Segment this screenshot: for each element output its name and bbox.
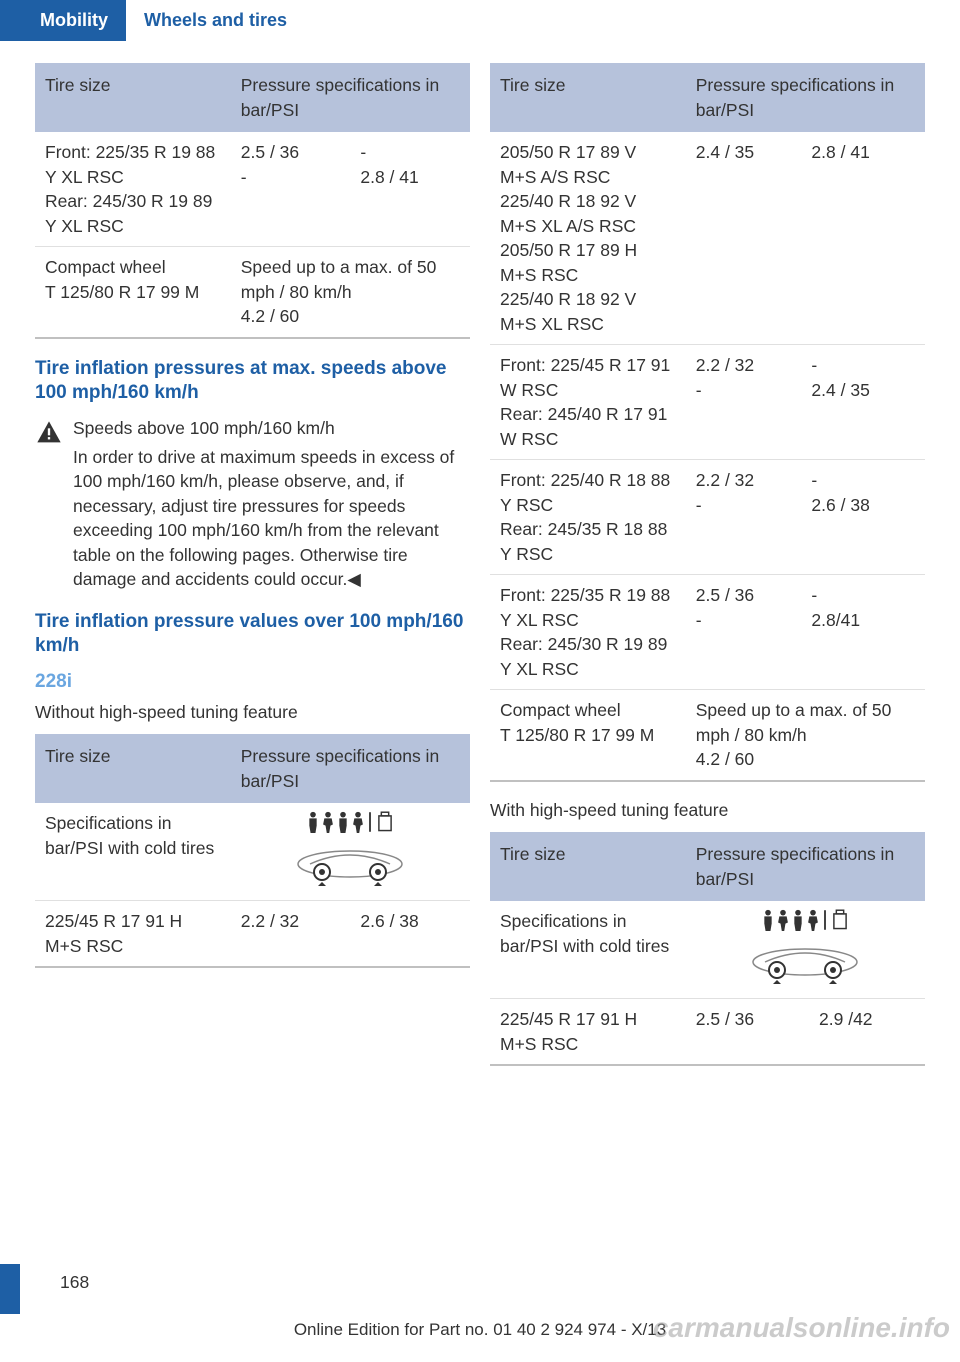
footer-text: Online Edition for Part no. 01 40 2 924 … <box>0 1318 960 1342</box>
page-number: 168 <box>60 1270 89 1295</box>
tab-wheels: Wheels and tires <box>126 0 305 41</box>
tab-mobility: Mobility <box>0 0 126 41</box>
td-size: Compact wheel T 125/80 R 17 99 M <box>35 247 231 338</box>
td-icon <box>231 803 470 901</box>
car-icon <box>692 942 919 991</box>
th-tire-size: Tire size <box>35 734 231 803</box>
td-p1: 2.4 / 35 <box>686 132 802 345</box>
td-p2: - 2.6 / 38 <box>801 460 925 575</box>
td-p2: 2.8 / 41 <box>801 132 925 345</box>
right-table-1: Tire size Pressure specifications in bar… <box>490 63 925 782</box>
td-p1: 2.2 / 32 <box>231 901 351 968</box>
with-label: With high-speed tuning feature <box>490 798 925 823</box>
td-p2: - 2.8 / 41 <box>350 132 470 247</box>
td-size: Compact wheel T 125/80 R 17 99 M <box>490 690 686 781</box>
td-p2: - 2.8/41 <box>801 575 925 690</box>
car-icon <box>237 844 464 893</box>
content-columns: Tire size Pressure specifications in bar… <box>0 41 960 1066</box>
td-p2: 2.9 /42 <box>809 999 925 1066</box>
td-p2: 2.6 / 38 <box>350 901 470 968</box>
heading-over-100: Tire inflation pressure values over 100 … <box>35 610 470 659</box>
warning-text: Speeds above 100 mph/160 km/h In order t… <box>73 416 470 592</box>
without-label: Without high-speed tuning feature <box>35 700 470 725</box>
td-size: Front: 225/35 R 19 88 Y XL RSC Rear: 245… <box>35 132 231 247</box>
th-tire-size: Tire size <box>35 63 231 132</box>
th-pressure: Pressure specifications in bar/PSI <box>686 832 925 901</box>
th-tire-size: Tire size <box>490 832 686 901</box>
right-table-2: Tire size Pressure specifications in bar… <box>490 832 925 1066</box>
occupants-icon <box>761 909 850 931</box>
td-p1: 2.5 / 36 - <box>231 132 351 247</box>
td-note: Speed up to a max. of 50 mph / 80 km/h 4… <box>231 247 470 338</box>
left-table-1: Tire size Pressure specifications in bar… <box>35 63 470 339</box>
td-p1: 2.2 / 32 - <box>686 460 802 575</box>
td-note: Speed up to a max. of 50 mph / 80 km/h 4… <box>686 690 925 781</box>
occupants-icon <box>306 811 395 833</box>
th-tire-size: Tire size <box>490 63 686 132</box>
warn-body: In order to drive at maximum speeds in e… <box>73 445 470 592</box>
td-size: Front: 225/35 R 19 88 Y XL RSC Rear: 245… <box>490 575 686 690</box>
td-size: Front: 225/40 R 18 88 Y RSC Rear: 245/35… <box>490 460 686 575</box>
heading-model: 228i <box>35 669 470 696</box>
warn-title: Speeds above 100 mph/160 km/h <box>73 416 470 441</box>
td-p1: 2.5 / 36 - <box>686 575 802 690</box>
td-spec-label: Specifications in bar/PSI with cold tire… <box>490 901 686 999</box>
left-column: Tire size Pressure specifications in bar… <box>35 63 470 1066</box>
warning-icon <box>35 419 63 447</box>
td-size: 225/45 R 17 91 H M+S RSC <box>35 901 231 968</box>
td-spec-label: Specifications in bar/PSI with cold tire… <box>35 803 231 901</box>
th-pressure: Pressure specifications in bar/PSI <box>686 63 925 132</box>
top-tabs: Mobility Wheels and tires <box>0 0 960 41</box>
th-pressure: Pressure specifications in bar/PSI <box>231 63 470 132</box>
warning-box: Speeds above 100 mph/160 km/h In order t… <box>35 416 470 592</box>
td-p1: 2.2 / 32 - <box>686 345 802 460</box>
td-p1: 2.5 / 36 <box>686 999 809 1066</box>
td-p2: - 2.4 / 35 <box>801 345 925 460</box>
right-column: Tire size Pressure specifications in bar… <box>490 63 925 1066</box>
td-size: 225/45 R 17 91 H M+S RSC <box>490 999 686 1066</box>
td-icon <box>686 901 925 999</box>
heading-max-speed: Tire inflation pressures at max. speeds … <box>35 357 470 406</box>
td-size: Front: 225/45 R 17 91 W RSC Rear: 245/40… <box>490 345 686 460</box>
side-tab <box>0 1264 20 1314</box>
td-size: 205/50 R 17 89 V M+S A/S RSC 225/40 R 18… <box>490 132 686 345</box>
left-table-2: Tire size Pressure specifications in bar… <box>35 734 470 968</box>
th-pressure: Pressure specifications in bar/PSI <box>231 734 470 803</box>
